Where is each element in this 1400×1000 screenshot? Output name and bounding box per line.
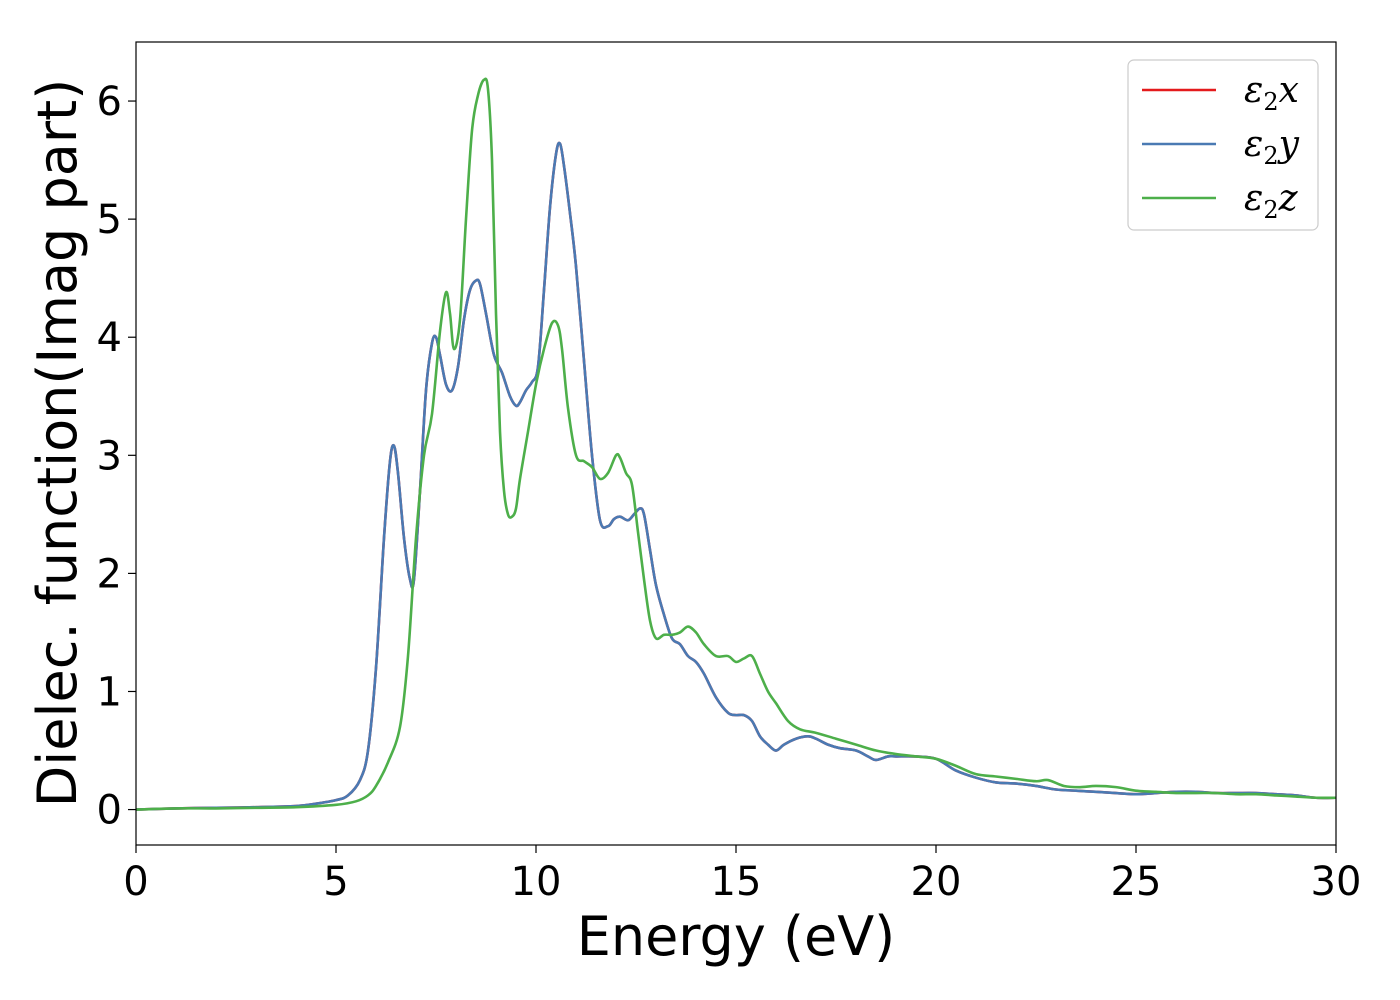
legend: ε2x ε2y ε2z (1127, 59, 1319, 231)
y-axis-ticks: 0 1 2 3 4 5 6 (97, 79, 136, 834)
legend-box (1127, 59, 1319, 231)
y-tick-label: 2 (97, 551, 122, 597)
y-tick-label: 1 (97, 669, 122, 715)
y-tick-label: 5 (97, 197, 122, 243)
x-tick-label: 0 (123, 859, 148, 905)
x-axis-label: Energy (eV) (577, 905, 896, 968)
series-layer (136, 77, 1336, 811)
y-tick-label: 4 (97, 315, 122, 361)
y-tick-label: 6 (97, 79, 122, 125)
x-tick-label: 15 (711, 859, 762, 905)
legend-label-y: ε2y (1244, 124, 1300, 170)
x-axis-ticks: 0 5 10 15 20 25 30 (123, 845, 1361, 905)
x-tick-label: 5 (323, 859, 348, 905)
x-tick-label: 25 (1111, 859, 1162, 905)
x-tick-label: 20 (911, 859, 962, 905)
y-tick-label: 0 (97, 788, 122, 834)
x-tick-label: 30 (1311, 859, 1362, 905)
series-line-z (136, 77, 1336, 811)
legend-label-z: ε2z (1244, 178, 1299, 224)
y-tick-label: 3 (97, 433, 122, 479)
y-axis-label: Dielec. function(Imag part) (26, 79, 89, 808)
legend-label-x: ε2x (1244, 70, 1299, 116)
x-tick-label: 10 (511, 859, 562, 905)
